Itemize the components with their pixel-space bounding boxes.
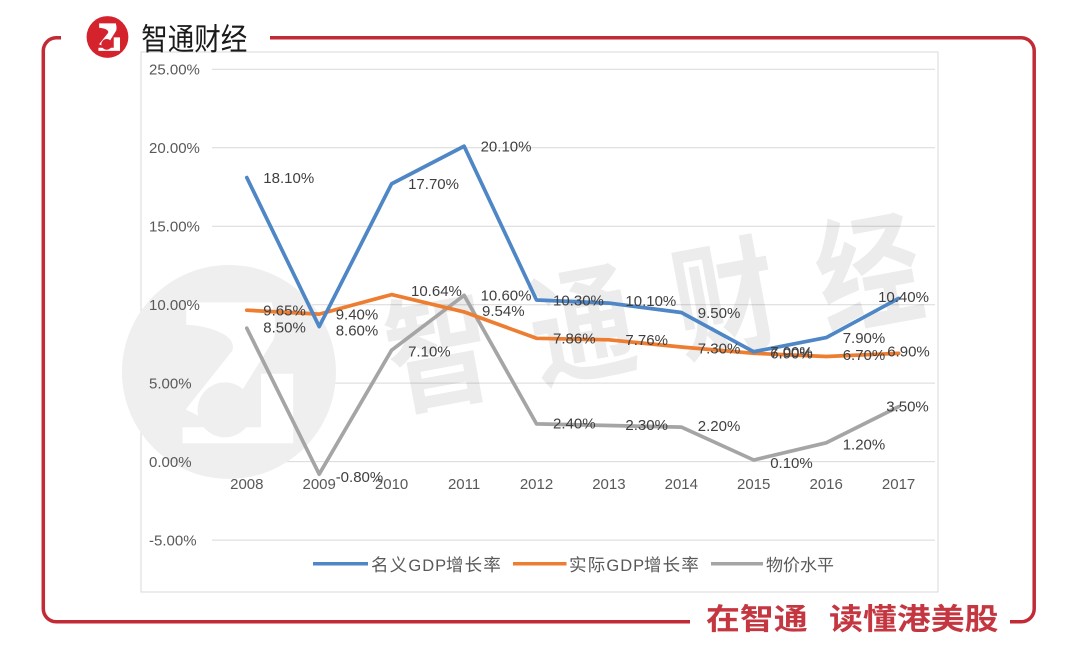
svg-text:2012: 2012 [520, 476, 553, 493]
svg-text:17.70%: 17.70% [408, 176, 459, 193]
svg-text:2016: 2016 [810, 476, 843, 493]
svg-text:10.40%: 10.40% [878, 289, 929, 306]
svg-text:20.00%: 20.00% [149, 140, 200, 157]
svg-text:6.90%: 6.90% [887, 343, 930, 360]
svg-text:3.50%: 3.50% [886, 398, 929, 415]
svg-text:7.90%: 7.90% [843, 330, 886, 347]
svg-text:15.00%: 15.00% [149, 218, 200, 235]
svg-text:2.20%: 2.20% [698, 418, 741, 435]
svg-text:7.86%: 7.86% [553, 331, 596, 348]
svg-text:10.64%: 10.64% [411, 283, 462, 300]
svg-text:2013: 2013 [592, 476, 625, 493]
svg-text:2015: 2015 [737, 476, 770, 493]
svg-text:8.60%: 8.60% [336, 322, 379, 339]
svg-text:8.50%: 8.50% [263, 319, 306, 336]
svg-text:10.10%: 10.10% [625, 293, 676, 310]
svg-text:-0.80%: -0.80% [336, 469, 384, 486]
svg-text:7.30%: 7.30% [698, 341, 741, 358]
svg-text:18.10%: 18.10% [263, 170, 314, 187]
svg-text:6.90%: 6.90% [770, 346, 813, 363]
svg-text:5.00%: 5.00% [149, 375, 192, 392]
svg-text:20.10%: 20.10% [481, 139, 532, 156]
svg-text:GDP: GDP [408, 557, 447, 575]
svg-text:7.00%: 7.00% [770, 344, 813, 361]
svg-text:9.50%: 9.50% [698, 305, 741, 322]
svg-text:0.00%: 0.00% [149, 454, 192, 471]
svg-text:2014: 2014 [665, 476, 698, 493]
svg-text:2.40%: 2.40% [553, 416, 596, 433]
svg-text:9.65%: 9.65% [263, 303, 306, 320]
svg-text:6.70%: 6.70% [843, 347, 886, 364]
svg-text:10.60%: 10.60% [481, 288, 532, 305]
svg-text:7.76%: 7.76% [625, 332, 668, 349]
svg-text:2010: 2010 [375, 476, 408, 493]
svg-text:25.00%: 25.00% [149, 62, 200, 79]
svg-text:9.54%: 9.54% [482, 303, 525, 320]
svg-text:9.40%: 9.40% [336, 306, 379, 323]
svg-text:-5.00%: -5.00% [149, 532, 197, 549]
svg-text:1.20%: 1.20% [843, 437, 886, 454]
svg-text:10.30%: 10.30% [553, 292, 604, 309]
svg-text:2017: 2017 [882, 476, 915, 493]
svg-text:2011: 2011 [448, 476, 480, 493]
svg-text:2009: 2009 [303, 476, 336, 493]
svg-text:0.10%: 0.10% [770, 455, 813, 472]
svg-text:10.00%: 10.00% [149, 297, 200, 314]
svg-text:7.10%: 7.10% [408, 343, 451, 360]
svg-text:GDP: GDP [606, 557, 645, 575]
svg-text:2.30%: 2.30% [625, 417, 668, 434]
svg-text:2008: 2008 [230, 476, 263, 493]
